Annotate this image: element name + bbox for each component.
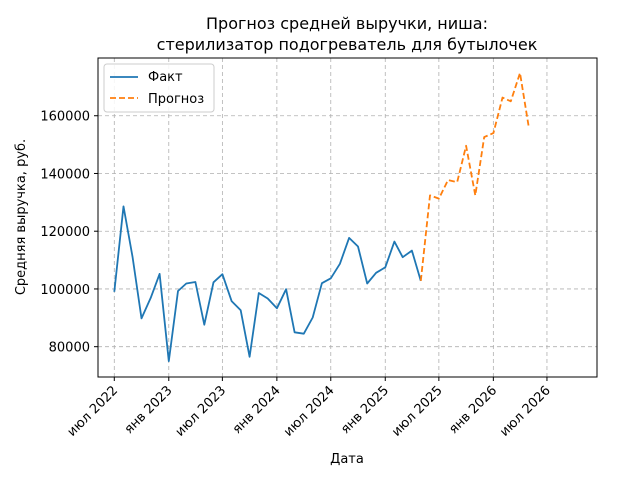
series-line-forecast — [419, 72, 530, 281]
legend-label-fact: Факт — [148, 70, 183, 85]
legend: Факт Прогноз — [103, 63, 215, 113]
y-axis: 80000 100000 120000 140000 160000 — [40, 110, 98, 356]
chart-title-line-2: стерилизатор подогреватель для бутылочек — [157, 35, 538, 54]
chart-title-line-1: Прогноз средней выручки, ниша: — [206, 14, 488, 33]
y-tick-label: 100000 — [40, 283, 90, 298]
series-line-fact — [113, 205, 422, 363]
legend-box — [103, 63, 215, 113]
grid — [98, 58, 597, 377]
legend-label-forecast: Прогноз — [148, 92, 204, 107]
y-tick-label: 80000 — [49, 341, 90, 356]
plot-frame — [97, 57, 598, 378]
y-tick-label: 140000 — [40, 167, 90, 182]
y-tick-label: 120000 — [40, 225, 90, 240]
series-layer — [113, 72, 530, 363]
y-axis-label: Средняя выручка, руб. — [14, 139, 29, 295]
x-axis-label: Дата — [330, 452, 364, 467]
y-tick-label: 160000 — [40, 110, 90, 125]
